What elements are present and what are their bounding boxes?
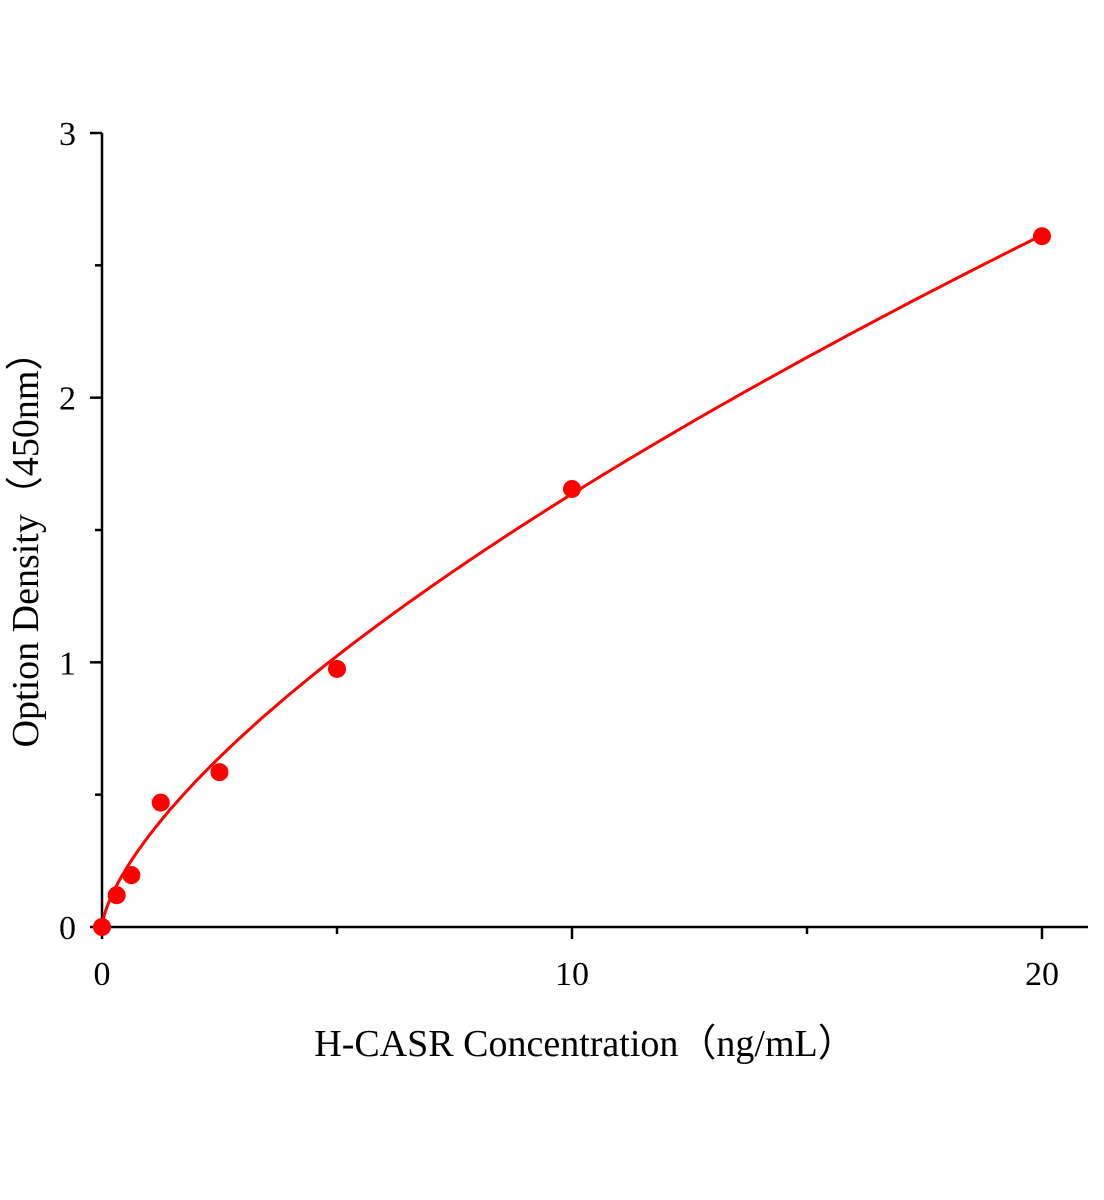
y-tick-label: 0 [59, 910, 76, 947]
y-axis-label: Option Density（450nm） [5, 333, 47, 748]
y-tick-label: 1 [59, 645, 76, 682]
data-point [151, 793, 170, 812]
axes [90, 131, 1088, 939]
data-point [563, 479, 581, 498]
data-point [107, 886, 126, 905]
data-point [93, 918, 111, 936]
x-axis-label: H-CASR Concentration（ng/mL） [314, 1023, 855, 1065]
data-point [1033, 227, 1051, 246]
data-point [122, 866, 141, 885]
y-tick-label: 2 [59, 381, 76, 418]
x-tick-label: 20 [1025, 956, 1059, 993]
data-point [210, 763, 229, 782]
x-tick-label: 0 [94, 956, 111, 993]
fit-curve [100, 233, 1043, 928]
data-point [328, 659, 346, 678]
tick-labels: 0 10 20 0 1 2 3 [59, 116, 1059, 993]
data-points [93, 227, 1051, 936]
x-tick-label: 10 [555, 956, 589, 993]
y-tick-label: 3 [59, 116, 76, 153]
